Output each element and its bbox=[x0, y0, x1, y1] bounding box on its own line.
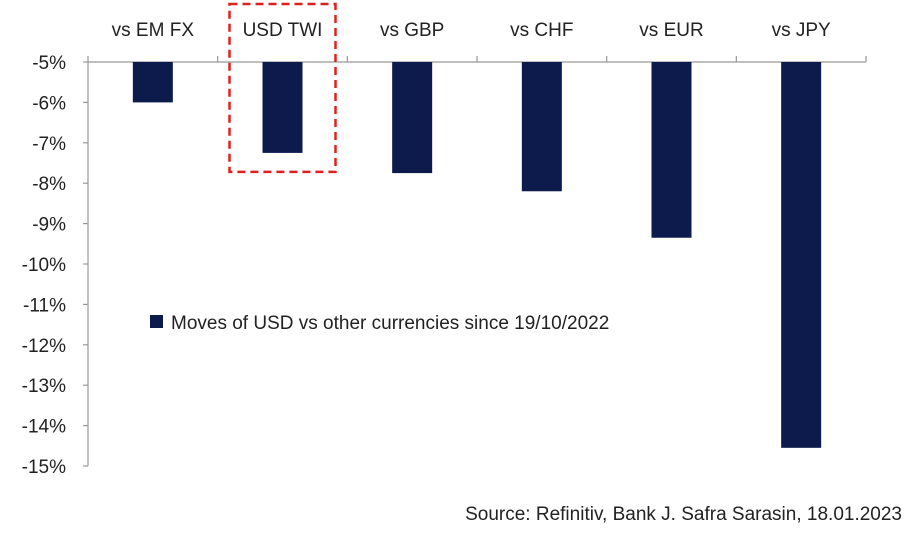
highlight-box bbox=[228, 2, 337, 174]
y-tick-label: -15% bbox=[22, 457, 66, 478]
category-label-layer: vs EM FX USD TWI vs GBP vs CHF vs EUR vs JPY bbox=[112, 20, 831, 41]
y-tick-label: -14% bbox=[22, 417, 66, 438]
axis-layer: -5% -6% -7% -8% -9% -10% -11% -12% -13% -14% -15% bbox=[22, 53, 867, 478]
x-category-label: vs EM FX bbox=[112, 20, 195, 41]
x-category-label: vs CHF bbox=[510, 20, 573, 41]
y-tick-label: -12% bbox=[22, 336, 66, 357]
y-tick-label: -7% bbox=[32, 134, 66, 155]
bar-vs-eur bbox=[651, 62, 692, 238]
y-tick-label: -8% bbox=[32, 174, 66, 195]
y-tick-label: -10% bbox=[22, 255, 66, 276]
y-tick-label: -13% bbox=[22, 376, 66, 397]
x-category-label: vs EUR bbox=[639, 20, 703, 41]
legend-label: Moves of USD vs other currencies since 1… bbox=[171, 313, 609, 334]
x-category-label: vs JPY bbox=[772, 20, 831, 41]
legend: Moves of USD vs other currencies since 1… bbox=[150, 313, 609, 334]
bar-vs-gbp bbox=[392, 62, 433, 174]
legend-swatch bbox=[150, 315, 163, 328]
y-tick-label: -5% bbox=[32, 53, 66, 74]
bar-vs-em-fx bbox=[132, 62, 173, 103]
highlight-layer bbox=[228, 2, 337, 174]
x-category-label: vs GBP bbox=[380, 20, 444, 41]
bar-vs-jpy bbox=[781, 62, 822, 448]
y-tick-label: -11% bbox=[23, 295, 66, 316]
bar-layer bbox=[132, 62, 822, 448]
y-tick-label: -9% bbox=[32, 215, 66, 236]
source-note: Source: Refinitiv, Bank J. Safra Sarasin… bbox=[465, 504, 902, 525]
bar-usd-twi bbox=[262, 62, 303, 153]
x-category-label: USD TWI bbox=[243, 20, 323, 41]
y-tick-label: -6% bbox=[32, 93, 66, 114]
bar-vs-chf bbox=[521, 62, 562, 192]
